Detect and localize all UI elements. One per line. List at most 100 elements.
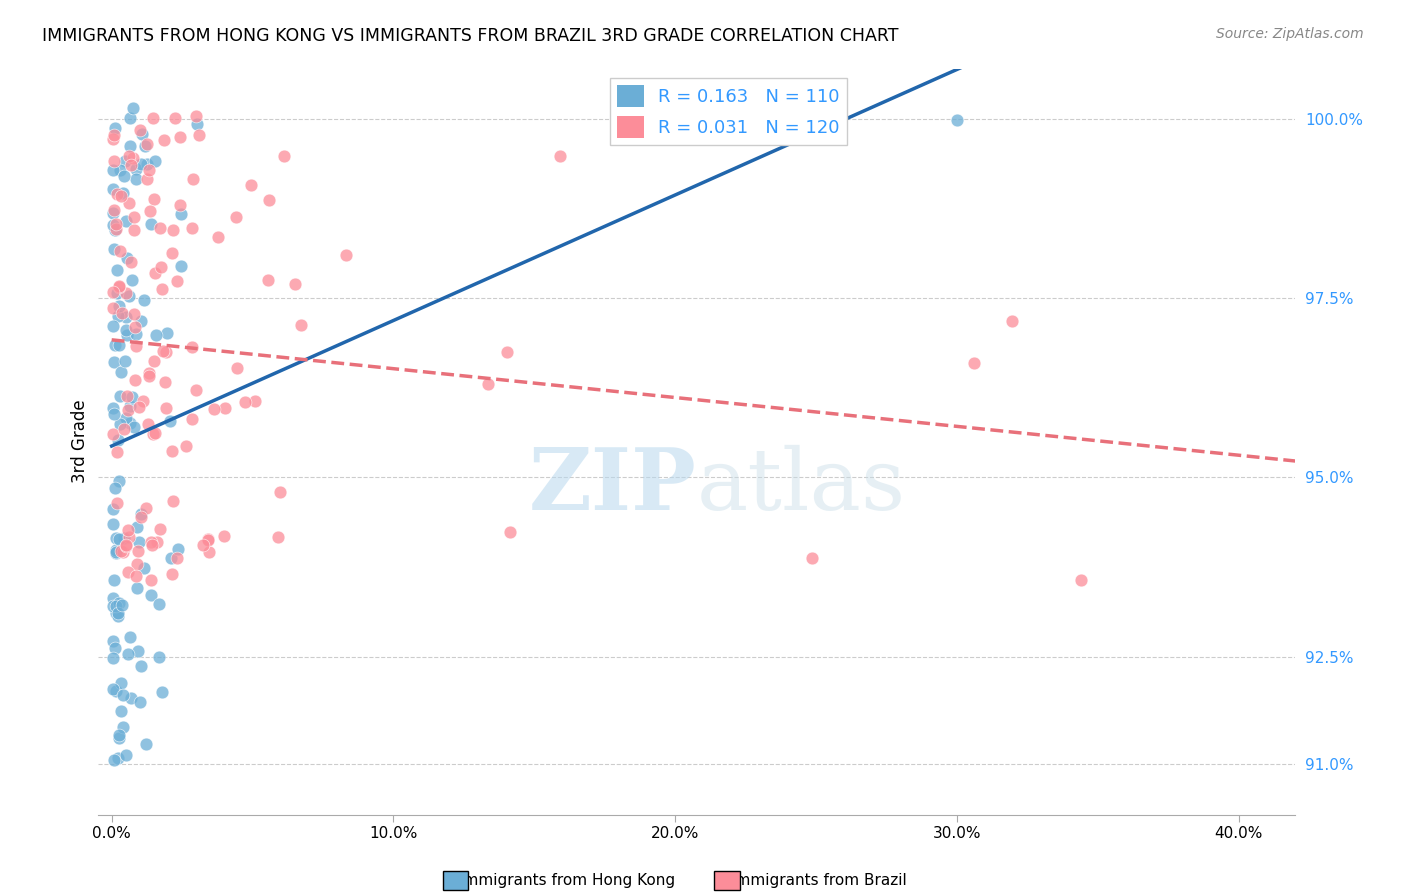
Point [166, 550, 188, 565]
Point [104, 223, 127, 237]
Point [107, 609, 129, 624]
Point [125, 162, 148, 177]
Point [114, 154, 136, 169]
Point [162, 494, 184, 508]
Point [104, 641, 127, 656]
Point [115, 747, 138, 762]
Point [156, 326, 179, 340]
Point [115, 538, 138, 552]
Point [118, 530, 141, 544]
Point [233, 395, 256, 409]
Point [108, 163, 131, 178]
Point [112, 169, 135, 183]
Point [136, 417, 159, 431]
Point [101, 182, 124, 196]
Point [124, 373, 146, 387]
Point [117, 523, 139, 537]
Point [150, 685, 173, 699]
Point [143, 354, 166, 368]
Point [139, 204, 162, 219]
Point [153, 133, 176, 147]
Point [101, 516, 124, 531]
Point [110, 244, 132, 258]
Text: Immigrants from Hong Kong: Immigrants from Hong Kong [458, 873, 675, 888]
Point [150, 282, 173, 296]
Point [104, 121, 127, 136]
Point [107, 309, 129, 323]
Point [115, 327, 138, 342]
Point [225, 211, 247, 225]
Point [101, 301, 124, 315]
Point [1001, 313, 1024, 327]
Legend: R = 0.163   N = 110, R = 0.031   N = 120: R = 0.163 N = 110, R = 0.031 N = 120 [610, 78, 846, 145]
Point [101, 650, 124, 665]
Point [136, 172, 159, 186]
Point [132, 393, 155, 408]
Point [129, 510, 152, 524]
Point [129, 157, 152, 171]
Point [104, 599, 127, 614]
Point [110, 676, 132, 690]
Point [122, 210, 145, 224]
Point [128, 695, 150, 709]
Point [101, 218, 124, 232]
Point [129, 314, 152, 328]
Point [121, 273, 143, 287]
Point [122, 222, 145, 236]
Point [125, 569, 148, 583]
Point [169, 129, 191, 144]
Point [198, 545, 221, 559]
Point [101, 132, 124, 146]
Point [155, 401, 177, 415]
Point [124, 339, 146, 353]
Point [108, 299, 131, 313]
Point [184, 383, 207, 397]
Point [197, 532, 219, 546]
Point [1070, 573, 1092, 587]
Point [167, 541, 190, 556]
Point [141, 573, 163, 587]
Point [108, 731, 131, 746]
Point [153, 375, 176, 389]
Point [132, 293, 155, 308]
Text: atlas: atlas [696, 445, 905, 528]
Point [110, 189, 132, 203]
Point [124, 419, 146, 434]
Point [110, 305, 132, 319]
Point [290, 318, 312, 332]
Point [115, 411, 138, 425]
Point [135, 157, 157, 171]
Point [105, 531, 128, 545]
Point [141, 217, 163, 231]
Point [145, 426, 167, 441]
Point [108, 280, 131, 294]
Point [160, 246, 183, 260]
Point [117, 402, 139, 417]
Point [103, 501, 125, 516]
Point [127, 644, 149, 658]
Point [118, 139, 141, 153]
Point [110, 417, 132, 432]
Text: Source: ZipAtlas.com: Source: ZipAtlas.com [1216, 27, 1364, 41]
Point [212, 529, 235, 543]
Point [110, 389, 132, 403]
Point [105, 542, 128, 557]
Point [143, 193, 166, 207]
Point [107, 606, 129, 620]
Point [165, 111, 187, 125]
Point [121, 151, 143, 165]
Point [111, 688, 134, 702]
Point [107, 433, 129, 447]
Point [257, 193, 280, 207]
Point [207, 230, 229, 244]
Point [115, 310, 138, 324]
Point [104, 544, 127, 558]
Point [160, 566, 183, 581]
Point [143, 266, 166, 280]
Point [105, 546, 128, 560]
Point [103, 205, 125, 219]
Point [181, 220, 204, 235]
Point [169, 197, 191, 211]
Point [103, 128, 125, 143]
Point [112, 532, 135, 546]
